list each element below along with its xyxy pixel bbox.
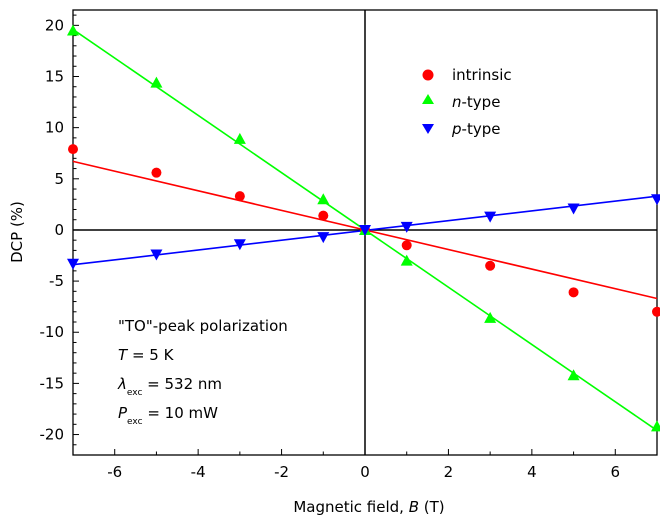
- x-tick-label: 4: [527, 463, 537, 481]
- legend: intrinsic n-type p-type: [422, 66, 512, 138]
- data-point-p-type: [359, 224, 371, 236]
- y-tick-label: -5: [49, 272, 64, 290]
- x-axis-title: Magnetic field, B (T): [293, 498, 444, 516]
- data-point-n-type: [400, 254, 413, 266]
- data-point-p-type: [484, 211, 497, 223]
- x-tick-label: -6: [107, 463, 122, 481]
- legend-label-intrinsic: intrinsic: [452, 66, 512, 84]
- legend-item-n-type: n-type: [422, 93, 500, 111]
- x-tick-label: 6: [611, 463, 621, 481]
- annotation-title: "TO"-peak polarization: [118, 317, 288, 335]
- data-point-intrinsic: [234, 191, 245, 202]
- data-point-intrinsic: [318, 210, 329, 221]
- y-tick-label: 5: [54, 170, 64, 188]
- data-point-p-type: [67, 258, 79, 270]
- y-tick-label: -10: [40, 323, 65, 341]
- legend-item-p-type: p-type: [422, 120, 500, 138]
- data-point-intrinsic: [485, 260, 496, 271]
- x-tick-label: -2: [274, 463, 289, 481]
- data-point-n-type: [150, 76, 163, 88]
- data-point-intrinsic: [68, 144, 78, 155]
- y-tick-label: 10: [45, 119, 64, 137]
- data-point-p-type: [150, 249, 163, 261]
- annotation-wavelength: λexc = 532 nm: [117, 375, 222, 398]
- data-point-p-type: [233, 239, 246, 251]
- data-point-p-type: [567, 203, 580, 215]
- legend-marker-p-type: [422, 124, 434, 134]
- data-point-n-type: [651, 420, 660, 432]
- annotation-block: "TO"-peak polarization T = 5 K λexc = 53…: [117, 317, 288, 427]
- y-tick-label: -15: [40, 374, 65, 392]
- annotation-temperature: T = 5 K: [118, 346, 175, 364]
- legend-marker-n-type: [422, 94, 434, 104]
- y-tick-label: 20: [45, 16, 64, 34]
- legend-marker-intrinsic: [422, 69, 434, 81]
- data-point-n-type: [484, 311, 497, 323]
- data-point-intrinsic: [568, 287, 579, 298]
- y-axis-title: DCP (%): [8, 201, 26, 263]
- data-point-n-type: [567, 369, 580, 381]
- data-point-p-type: [400, 221, 413, 233]
- data-point-intrinsic: [401, 240, 412, 251]
- y-tick-label: 0: [54, 221, 64, 239]
- data-point-n-type: [317, 193, 330, 205]
- legend-label-p-type: p-type: [451, 120, 500, 138]
- x-tick-label: 2: [444, 463, 454, 481]
- annotation-power: Pexc = 10 mW: [118, 404, 218, 427]
- x-tick-label: 0: [360, 463, 370, 481]
- y-tick-label: -20: [40, 426, 65, 444]
- x-tick-label: -4: [191, 463, 206, 481]
- data-point-p-type: [317, 232, 330, 244]
- data-point-n-type: [67, 24, 79, 36]
- y-tick-label: 15: [45, 67, 64, 85]
- data-point-n-type: [233, 132, 246, 144]
- legend-item-intrinsic: intrinsic: [422, 66, 512, 84]
- data-point-intrinsic: [652, 306, 660, 317]
- data-point-intrinsic: [151, 167, 162, 178]
- legend-label-n-type: n-type: [452, 93, 500, 111]
- data-point-p-type: [651, 194, 660, 206]
